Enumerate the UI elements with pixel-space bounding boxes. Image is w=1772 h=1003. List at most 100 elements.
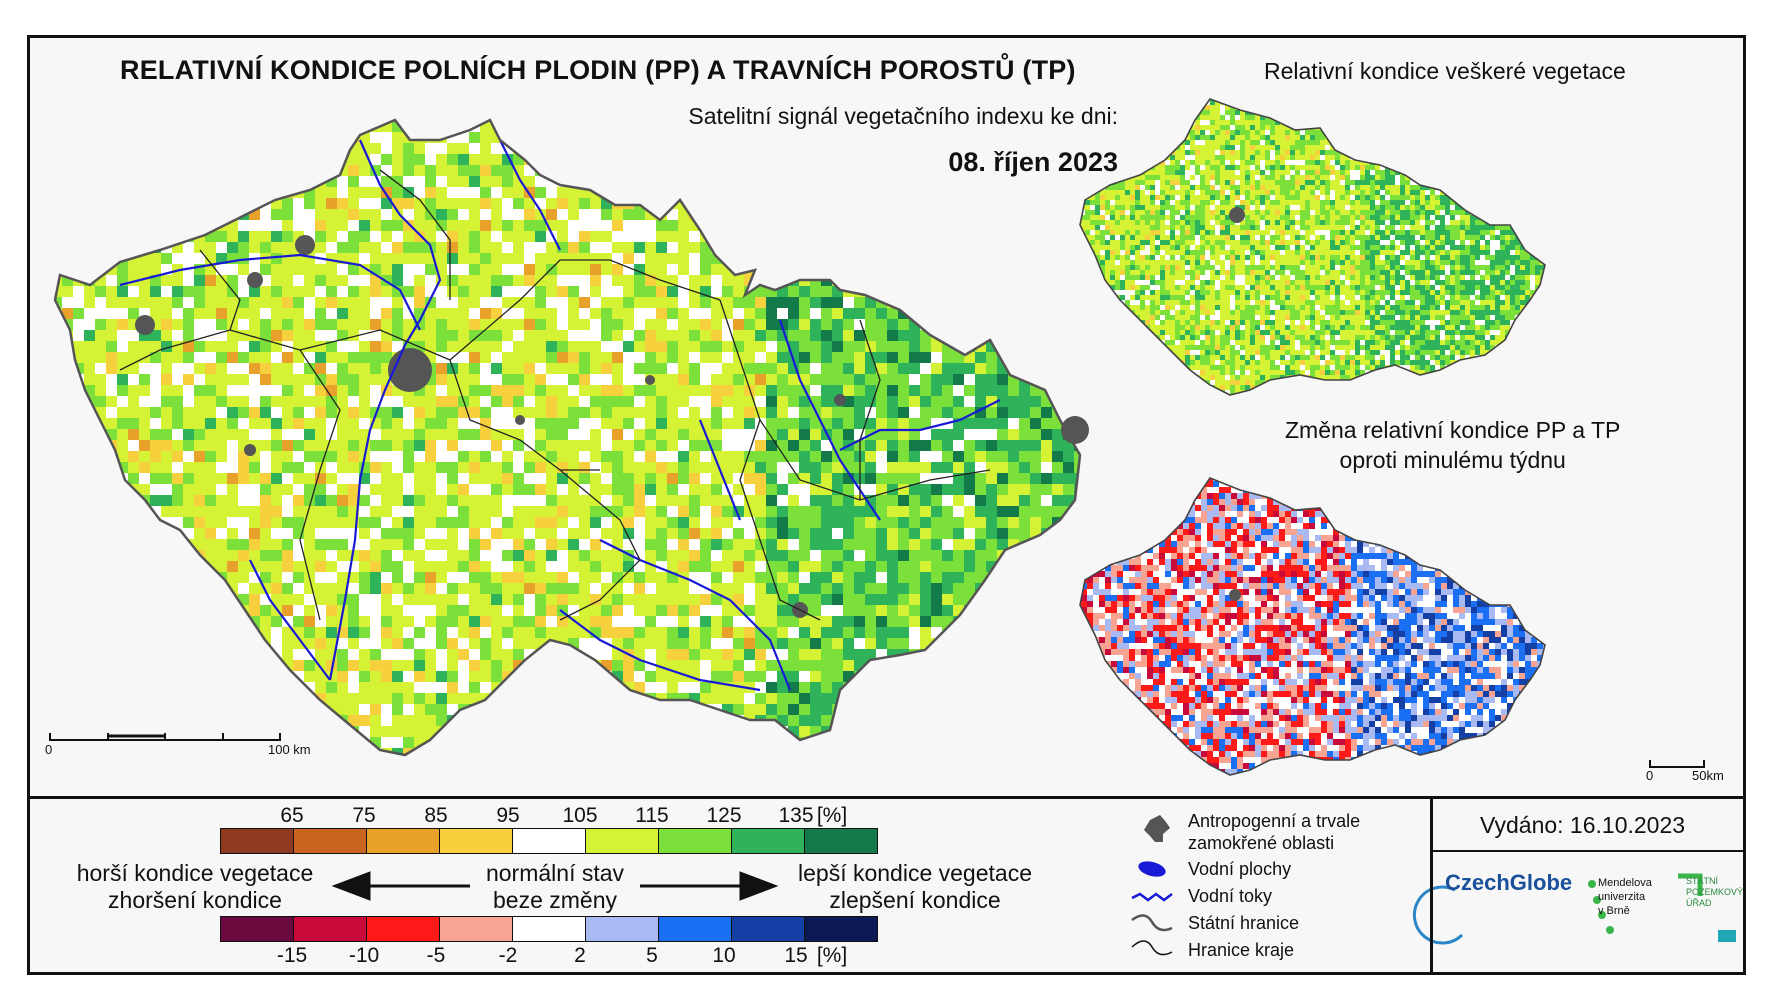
change-swatch [367,917,440,941]
spu-logo: STÁTNÍ POZEMKOVÝ ÚŘAD [1686,876,1743,909]
normal-condition-label: normální stav beze změny [465,860,645,914]
condition-tick: 135 [778,804,814,827]
condition-legend-ticks: 65 75 85 95 105 115 125 135 [%] [0,804,1772,828]
change-tick: -5 [426,944,446,967]
change-swatch [805,917,877,941]
change-swatch [440,917,513,941]
legend-anthro-line2: zamokřené oblasti [1188,833,1335,853]
change-swatch [659,917,732,941]
condition-tick: 115 [635,804,669,827]
spu-line3: ÚŘAD [1686,898,1712,908]
czechglobe-logo: CzechGlobe [1445,870,1573,895]
right-bottom-title-line2: oproti minulému týdnu [1339,447,1566,473]
change-swatch [513,917,586,941]
normal-line2: beze změny [492,887,617,913]
better-line2: zlepšení kondice [829,887,1001,913]
condition-swatch [513,829,586,853]
condition-swatch [805,829,877,853]
worse-condition-label: horší kondice vegetace zhoršení kondice [60,860,330,914]
scale-main-zero: 0 [45,742,53,757]
scale-small-zero: 0 [1646,768,1654,783]
condition-swatch [659,829,732,853]
better-condition-label: lepší kondice vegetace zlepšení kondice [780,860,1050,914]
issued-underline [1430,850,1746,852]
change-tick: 2 [574,944,586,967]
issued-date: Vydáno: 16.10.2023 [1480,812,1686,838]
legend-anthro: Antropogenní a trvale zamokřené oblasti [1188,810,1360,854]
condition-tick: 65 [280,804,304,827]
condition-colorbar [220,828,878,854]
state-border-symbol [1131,914,1173,932]
change-swatch [221,917,294,941]
change-tick: 10 [712,944,736,967]
condition-tick: 125 [706,804,742,827]
condition-swatch [294,829,367,853]
legend-anthro-line1: Antropogenní a trvale [1188,811,1361,831]
better-line1: lepší kondice vegetace [798,860,1032,886]
change-tick: 5 [646,944,658,967]
state-border-top-right [1079,98,1546,396]
scale-main-end: 100 km [268,742,311,757]
condition-swatch [367,829,440,853]
legend-state-border: Státní hranice [1188,913,1300,933]
main-condition-map [55,120,1080,755]
right-top-title: Relativní kondice veškeré vegetace [1264,58,1626,84]
state-border-main [53,118,1082,757]
mendel-university-logo: Mendelova univerzita v Brně [1598,876,1652,918]
map-subtitle: Satelitní signál vegetačního indexu ke d… [688,103,1118,129]
logo-graphics [1412,873,1736,945]
change-legend-ticks: -15 -10 -5 -2 2 5 10 15 [%] [0,944,1772,968]
condition-tick: [%] [816,804,848,827]
change-colorbar [220,916,878,942]
legend-water-bodies: Vodní plochy [1188,859,1292,879]
change-tick: -15 [276,944,308,967]
river-symbol [1131,892,1173,902]
worse-line2: zhoršení kondice [108,887,282,913]
change-tick: 15 [784,944,808,967]
spu-line2: POZEMKOVÝ [1686,887,1744,897]
condition-swatch [440,829,513,853]
issued-divider [1430,796,1433,975]
change-tick: -10 [348,944,380,967]
scale-bar-small [1649,760,1705,768]
worse-line1: horší kondice vegetace [76,860,314,886]
anthropogenic-areas [135,207,1245,618]
czechglobe-logo-arc [1412,885,1464,945]
anthropogenic-symbol [1144,815,1170,842]
change-swatch [294,917,367,941]
mendel-line2: univerzita [1598,891,1646,903]
map-legend-symbols [1131,815,1173,956]
map-date: 08. říjen 2023 [948,147,1118,177]
region-borders [119,169,991,621]
condition-swatch [732,829,805,853]
change-tick: [%] [816,944,848,967]
spu-logo-mark [1678,873,1703,896]
change-tick: -2 [498,944,518,967]
condition-tick: 75 [352,804,376,827]
all-vegetation-map [1080,99,1545,395]
legend-arrows [331,871,779,901]
condition-tick: 85 [424,804,448,827]
scale-bar-main [49,733,281,741]
state-border-bottom-right [1079,477,1546,776]
mendel-line3: v Brně [1598,905,1630,917]
change-swatch [732,917,805,941]
region-border-symbol [1131,940,1173,956]
legend-region-border: Hranice kraje [1188,940,1295,960]
condition-tick: 95 [496,804,520,827]
map-title: RELATIVNÍ KONDICE POLNÍCH PLODIN (PP) A … [120,55,1076,85]
rivers [119,139,1001,692]
normal-line1: normální stav [485,860,625,886]
condition-swatch [221,829,294,853]
water-body-symbol [1138,861,1166,877]
condition-swatch [586,829,659,853]
condition-tick: 105 [562,804,598,827]
spu-line1: STÁTNÍ [1686,876,1719,886]
scale-small-end: 50km [1692,768,1724,783]
right-bottom-title: Změna relativní kondice PP a TP oproti m… [1285,415,1620,475]
change-swatch [586,917,659,941]
legend-divider [27,796,1746,799]
mendel-line1: Mendelova [1598,877,1652,889]
legend-rivers: Vodní toky [1188,886,1273,906]
